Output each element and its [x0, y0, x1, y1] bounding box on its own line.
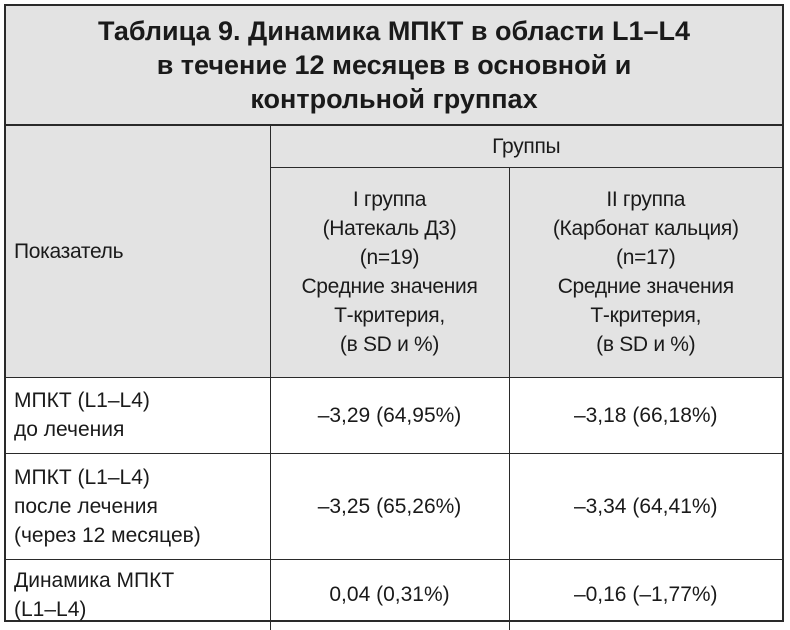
- group2-value: –3,18 (66,18%): [508, 376, 782, 454]
- indicator-line: МПКТ (L1–L4): [14, 389, 150, 412]
- row-indicator: МПКТ (L1–L4) до лечения: [6, 376, 271, 454]
- group1-value: 0,04 (0,31%): [269, 558, 510, 630]
- group2-value: –3,34 (64,41%): [508, 452, 782, 560]
- title-line: Таблица 9. Динамика МПКТ в области L1–L4: [98, 16, 690, 46]
- group1-header-line: Т-критерия,: [334, 304, 445, 327]
- indicator-line: Динамика МПКТ: [14, 568, 175, 592]
- group2-header: II группа (Карбонат кальция) (n=17) Сред…: [508, 166, 782, 378]
- group2-header-line: (в SD и %): [596, 333, 696, 356]
- indicator-line: (L1–L4): [14, 597, 87, 621]
- group2-header-line: Средние значения: [557, 275, 734, 298]
- group2-header-line: II группа: [606, 188, 686, 211]
- indicator-line: после лечения: [14, 494, 158, 518]
- group1-value: –3,29 (64,95%): [269, 376, 510, 454]
- group1-value: –3,25 (65,26%): [269, 452, 510, 560]
- group2-header-line: Т-критерия,: [590, 304, 702, 327]
- group2-value: –0,16 (–1,77%): [508, 558, 782, 630]
- group1-header-line: (Натекаль Д3): [322, 217, 457, 240]
- group1-header: I группа (Натекаль Д3) (n=19) Средние зн…: [270, 166, 510, 378]
- indicator-line: до лечения: [14, 418, 125, 441]
- table-frame: Таблица 9. Динамика МПКТ в области L1–L4…: [4, 4, 784, 630]
- data-table: Показатель Группы I группа (Натекаль Д3)…: [6, 126, 782, 630]
- table-row: МПКТ (L1–L4) до лечения –3,29 (64,95%) –…: [6, 376, 782, 454]
- indicator-line: (через 12 месяцев): [14, 523, 201, 547]
- indicator-header: Показатель: [6, 126, 271, 378]
- row-indicator: Динамика МПКТ (L1–L4): [6, 558, 271, 630]
- groups-header: Группы: [269, 126, 782, 168]
- group1-header-line: (в SD и %): [339, 333, 440, 356]
- table-title: Таблица 9. Динамика МПКТ в области L1–L4…: [6, 6, 782, 126]
- title-line: контрольной группах: [250, 84, 538, 114]
- group1-header-line: (n=19): [359, 246, 420, 269]
- indicator-line: МПКТ (L1–L4): [14, 465, 150, 489]
- group2-header-line: (n=17): [616, 246, 676, 269]
- table-row: Динамика МПКТ (L1–L4) 0,04 (0,31%) –0,16…: [6, 558, 782, 630]
- group1-header-line: Средние значения: [301, 275, 478, 298]
- title-line: в течение 12 месяцев в основной и: [156, 50, 632, 80]
- group1-header-line: I группа: [352, 188, 427, 211]
- row-indicator: МПКТ (L1–L4) после лечения (через 12 мес…: [6, 452, 271, 560]
- group2-header-line: (Карбонат кальция): [552, 217, 739, 240]
- table-row: МПКТ (L1–L4) после лечения (через 12 мес…: [6, 452, 782, 560]
